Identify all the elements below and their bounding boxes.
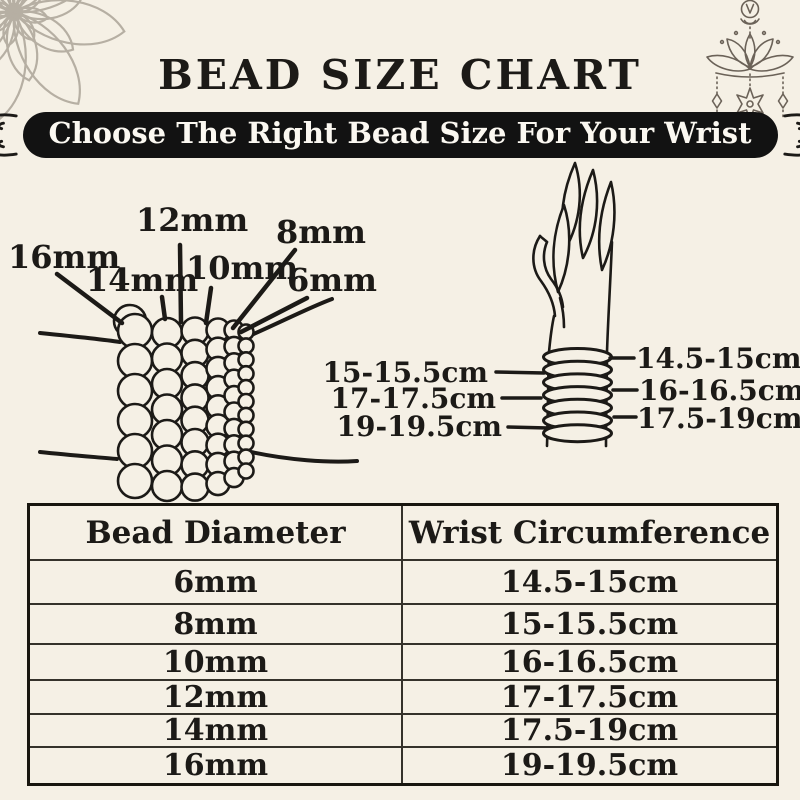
wrist-bracelets-stack	[542, 347, 613, 444]
table-row: 8mm 15-15.5cm	[30, 605, 776, 645]
table-row: 12mm 17-17.5cm	[30, 681, 776, 715]
table-row: 14mm 17.5-19cm	[30, 715, 776, 748]
page-title: BEAD SIZE CHART	[158, 51, 642, 99]
wrist-circumference-value: 14.5-15cm	[500, 564, 679, 600]
wrist-arm-outline	[38, 297, 359, 464]
bead-diameter-value: 14mm	[30, 715, 403, 746]
wrist-circumference-value: 17.5-19cm	[500, 715, 679, 746]
bead-diameter-value: 8mm	[30, 605, 403, 643]
wrist-size-label: 17-17.5cm	[330, 382, 496, 415]
wrist-size-label: 19-19.5cm	[336, 410, 502, 443]
bead-size-label: 10mm	[186, 249, 299, 287]
wrist-size-label: 15-15.5cm	[322, 356, 488, 389]
bead-size-label: 14mm	[86, 261, 199, 299]
right-flourish-icon	[782, 113, 800, 157]
wrist-circumference-value: 16-16.5cm	[500, 645, 679, 679]
wrist-size-pointer-lines	[494, 356, 639, 430]
bead-size-label: 8mm	[276, 213, 366, 251]
left-flourish-icon	[0, 113, 18, 157]
wrist-size-label: 17.5-19cm	[637, 402, 800, 435]
banner: Choose The Right Bead Size For Your Wris…	[0, 110, 800, 160]
hand-illustration	[532, 161, 616, 448]
size-table: Bead Diameter Wrist Circumference 6mm 14…	[27, 503, 779, 786]
column-header-wrist-circumference: Wrist Circumference	[408, 514, 771, 551]
table-header-row: Bead Diameter Wrist Circumference	[30, 506, 776, 561]
table-row: 10mm 16-16.5cm	[30, 645, 776, 681]
bead-size-label: 16mm	[8, 238, 121, 276]
table-row: 6mm 14.5-15cm	[30, 561, 776, 605]
table-row: 16mm 19-19.5cm	[30, 748, 776, 783]
bead-diameter-value: 6mm	[30, 561, 403, 603]
wrist-circumference-value: 19-19.5cm	[500, 748, 679, 783]
wrist-circumference-value: 15-15.5cm	[500, 606, 679, 642]
wrist-circumference-value: 17-17.5cm	[500, 681, 679, 713]
bead-size-label: 6mm	[287, 261, 377, 299]
bead-diameter-value: 12mm	[30, 681, 403, 713]
column-header-bead-diameter: Bead Diameter	[30, 506, 403, 559]
bead-size-label: 12mm	[136, 201, 249, 239]
bead-diameter-value: 10mm	[30, 645, 403, 679]
wrist-size-label: 16-16.5cm	[639, 374, 800, 407]
wrist-size-label: 14.5-15cm	[636, 342, 800, 375]
bead-bracelet-stack	[112, 303, 255, 503]
banner-pill: Choose The Right Bead Size For Your Wris…	[22, 111, 778, 159]
bead-diameter-value: 16mm	[30, 748, 403, 783]
